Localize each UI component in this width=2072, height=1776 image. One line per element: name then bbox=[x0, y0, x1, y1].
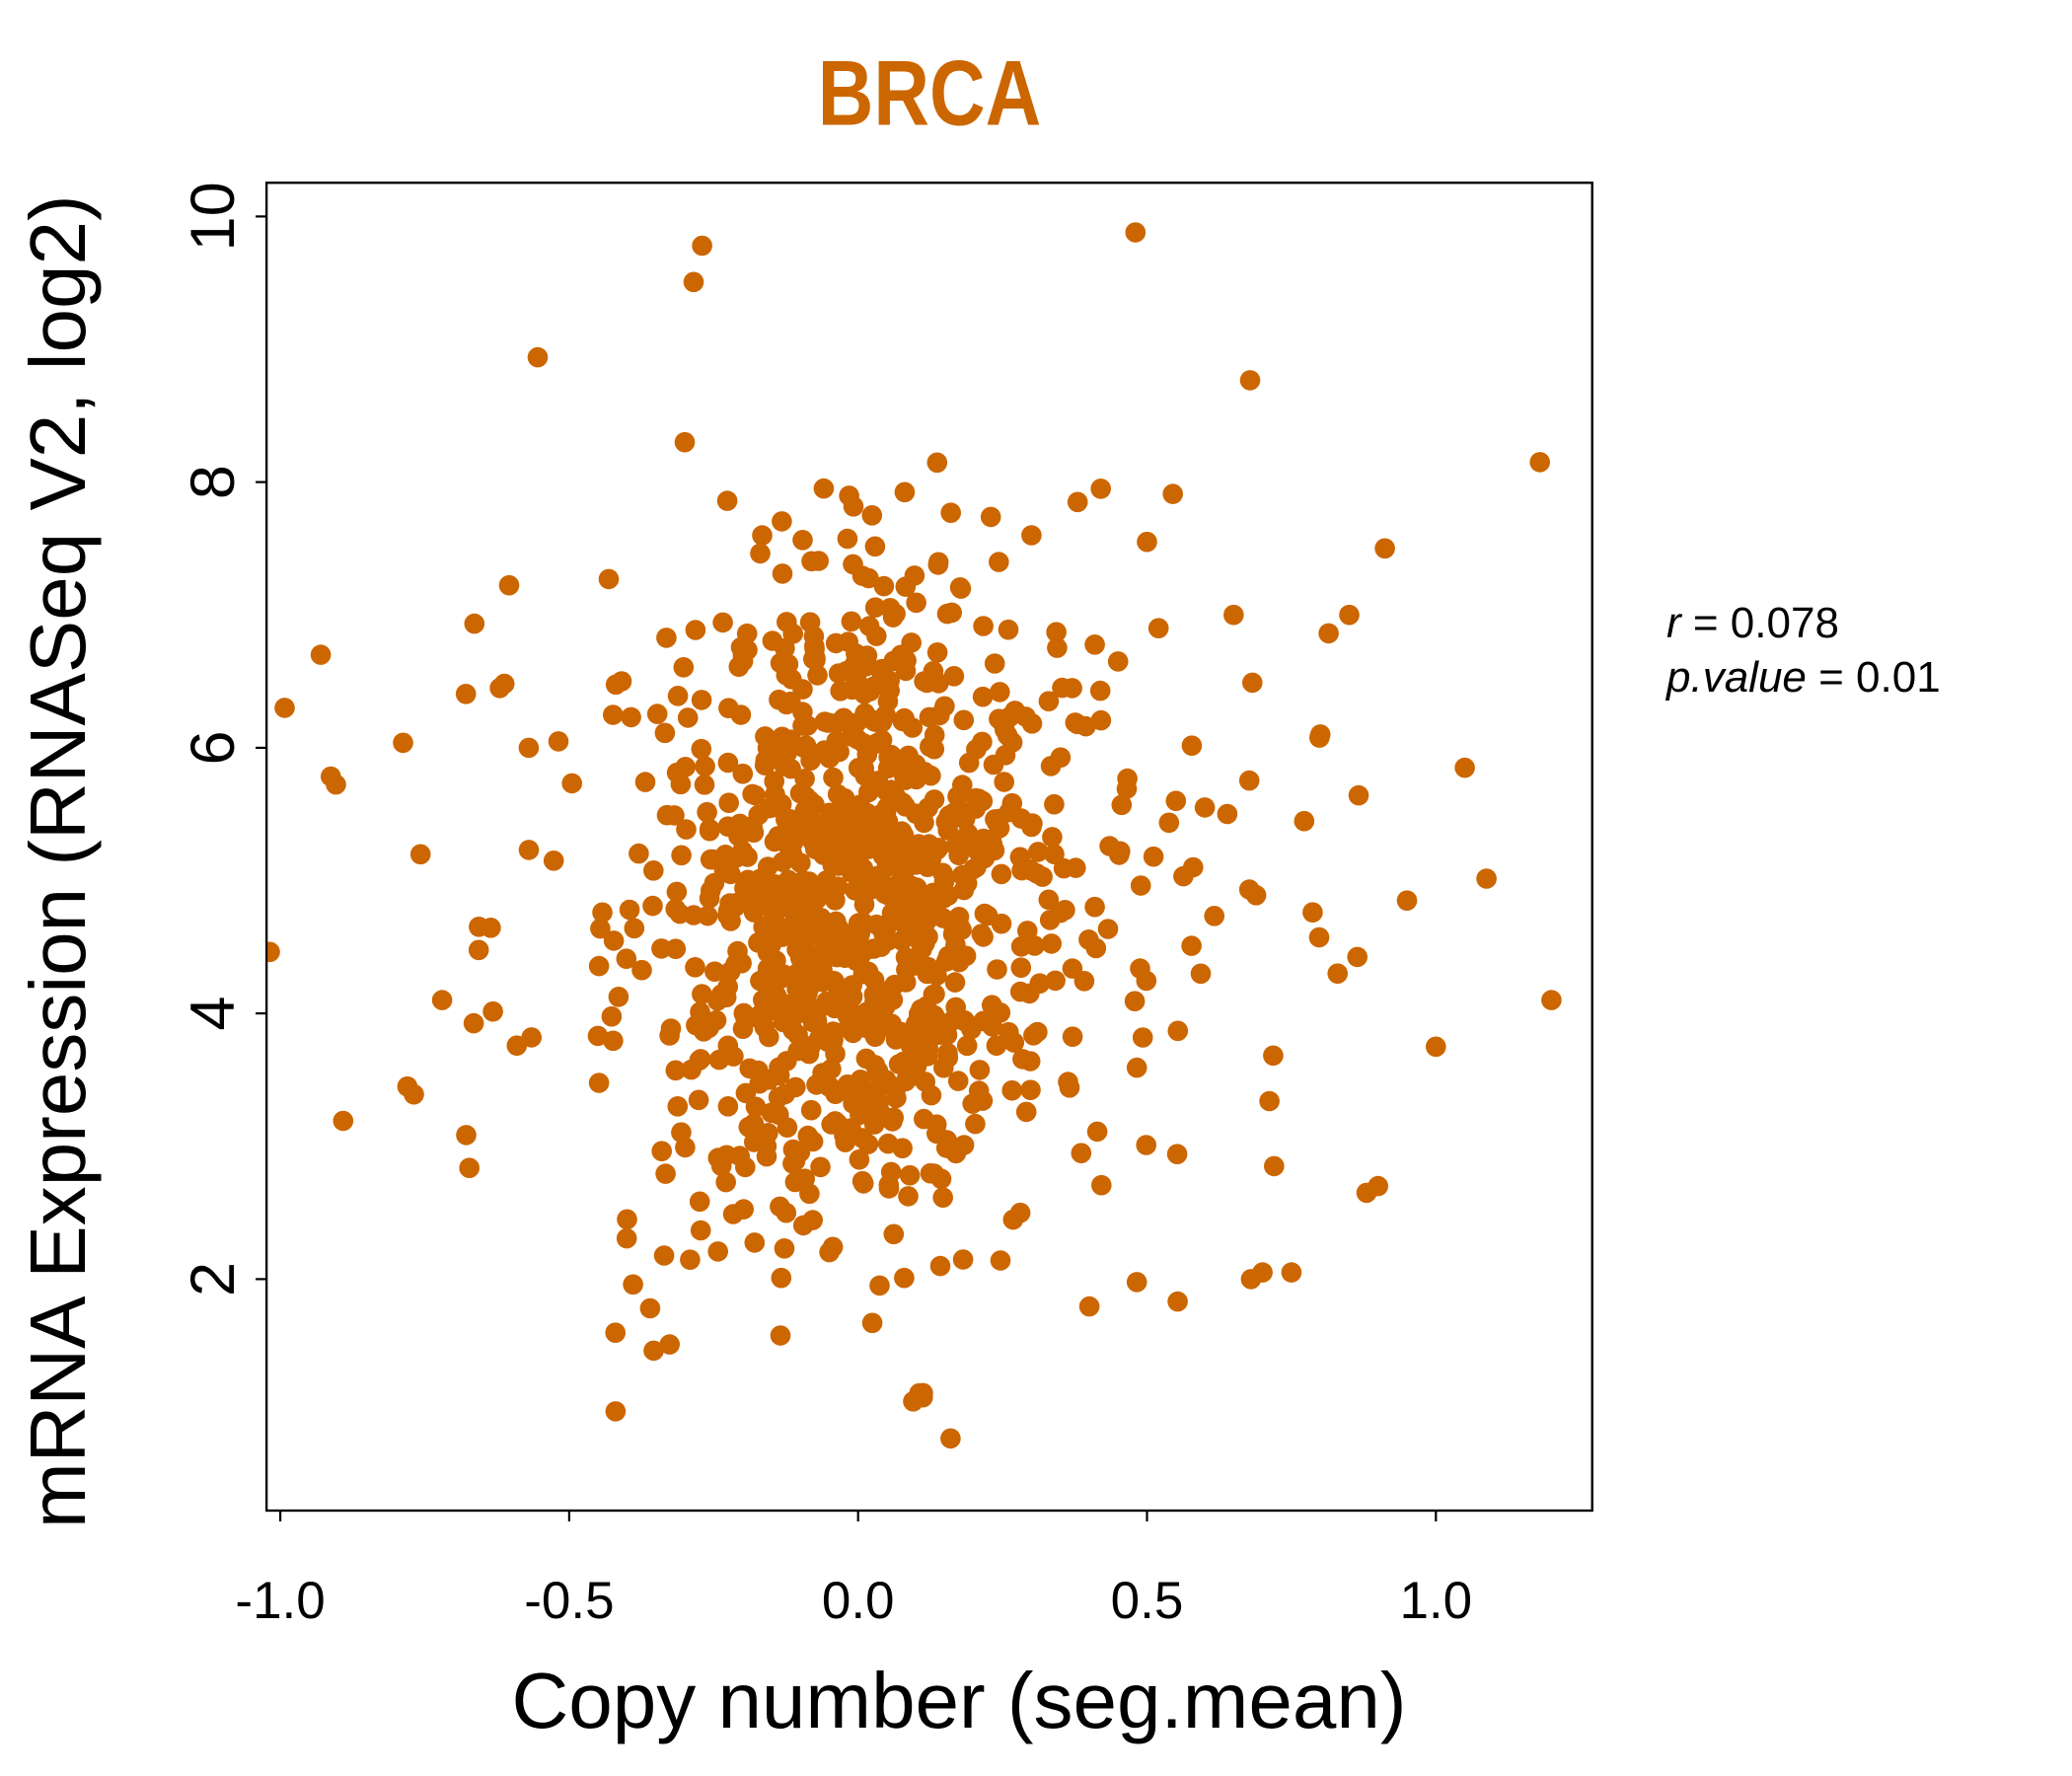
svg-text:2: 2 bbox=[179, 1262, 248, 1296]
svg-text:10: 10 bbox=[179, 182, 248, 251]
svg-text:-0.5: -0.5 bbox=[524, 1572, 614, 1630]
svg-text:0.0: 0.0 bbox=[822, 1572, 895, 1630]
svg-text:8: 8 bbox=[179, 465, 248, 499]
svg-text:1.0: 1.0 bbox=[1399, 1572, 1472, 1630]
svg-text:-1.0: -1.0 bbox=[235, 1572, 325, 1630]
svg-text:4: 4 bbox=[179, 997, 248, 1031]
svg-text:0.5: 0.5 bbox=[1111, 1572, 1184, 1630]
svg-text:6: 6 bbox=[179, 730, 248, 765]
